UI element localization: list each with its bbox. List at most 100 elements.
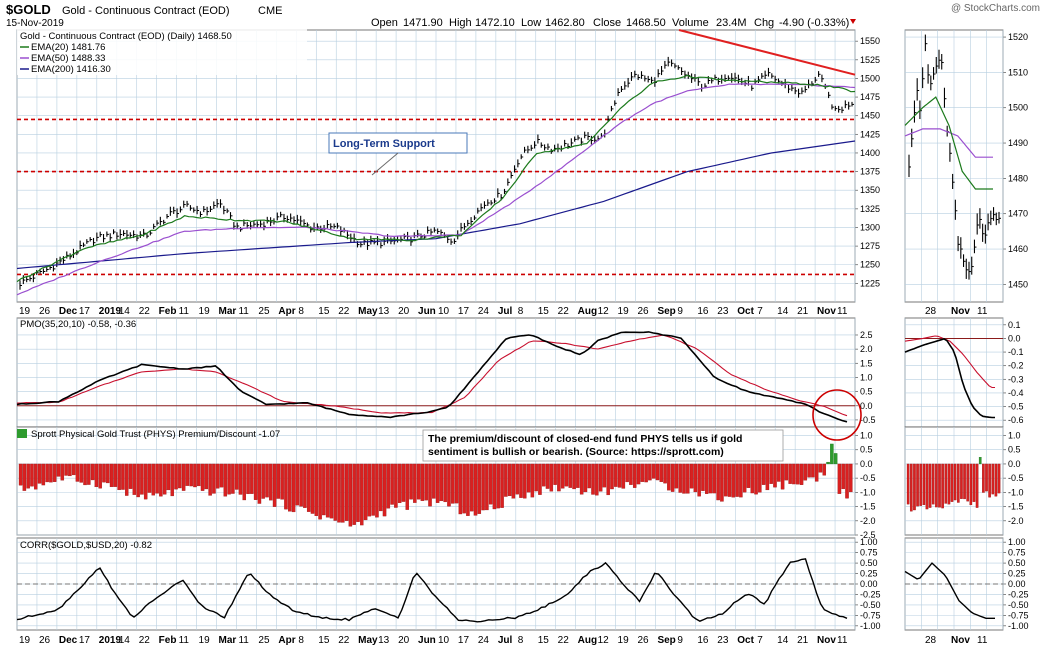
y-tick-label: -0.75 [860,610,881,620]
x-tick-label: 26 [39,306,51,317]
phys-bar [397,463,402,504]
y-tick-label: 1400 [860,148,880,158]
chart-date: 15-Nov-2019 [6,18,64,29]
y-tick-label: 1550 [860,36,880,46]
phys-bar [640,463,645,482]
phys-bar [352,463,356,525]
phys-bar [953,463,957,501]
phys-bar [746,463,751,488]
x-tick-label: 24 [478,306,490,317]
phys-bar [208,463,212,496]
phys-bar [758,463,762,493]
phys-bar [606,463,610,496]
x-tick-label: Sep [657,635,675,646]
phys-bar [595,463,599,496]
x-tick-label: 16 [697,306,709,317]
chg-value: -4.90 (-0.33%) [779,17,849,29]
phys-bar [234,463,239,490]
phys-bar [678,463,682,493]
y-tick-label: 2.5 [860,330,873,340]
phys-bar [75,463,80,482]
phys-bar [947,463,951,505]
phys-bar [560,463,565,489]
phys-bar [534,463,538,492]
phys-bar [166,463,171,491]
phys-bar [197,463,201,487]
x-tick-label: 23 [717,306,729,317]
phys-bar [754,463,758,495]
y-tick-label: 0.75 [1008,548,1026,558]
y-tick-label: 1.0 [860,372,873,382]
phys-bar [960,463,963,499]
y-tick-label: 0.0 [860,459,873,469]
phys-bar [215,463,220,489]
phys-bar [712,463,717,494]
pmo-signal-line-zoom [904,335,995,389]
ema200-legend: EMA(200) 1416.30 [31,64,111,75]
x-tick-label: 7 [757,635,763,646]
phys-bar [140,463,144,495]
y-tick-label: -0.1 [1008,347,1024,357]
phys-bar [295,463,300,506]
x-tick-label: 11 [977,306,988,317]
phys-bar [909,463,913,512]
phys-bar [553,463,557,485]
x-tick-label: 9 [677,306,683,317]
phys-bar [614,463,618,487]
x-tick-label: Nov [817,306,836,317]
phys-bar [841,463,845,490]
phys-bar [291,463,296,513]
phys-bar [394,463,398,508]
phys-bar [113,463,118,487]
phys-bar [667,463,671,491]
x-tick-label: 14 [777,306,789,317]
close-label: Close [593,17,621,29]
phys-bar [822,463,827,476]
phys-bar [966,463,970,502]
chg-label: Chg [754,17,774,29]
phys-bar [462,463,466,514]
corr-panel: -1.00-0.75-0.50-0.250.000.250.500.751.00… [16,537,1029,631]
y-tick-label: 1450 [1008,279,1028,289]
ema20-legend: EMA(20) 1481.76 [31,42,105,53]
phys-note-line1: The premium/discount of closed-end fund … [428,433,742,445]
y-tick-label: -2.0 [1008,516,1024,526]
phys-bar [982,463,985,493]
x-tick-label: Dec [59,635,78,646]
phys-bar [344,463,349,521]
phys-bar [492,463,497,510]
volume-value: 23.4M [716,17,747,29]
phys-bar [975,463,979,508]
phys-bar [473,463,478,516]
instrument-name: Gold - Continuous Contract (EOD) [62,5,230,17]
high-label: High [449,17,472,29]
x-tick-label: 20 [398,306,410,317]
phys-bar [333,463,337,521]
ema20-line [16,74,856,283]
phys-bar [803,463,808,481]
phys-bar [572,463,576,490]
pmo-crossover-highlight [812,389,862,441]
x-tick-label: Jun [418,635,436,646]
support-annotation: Long-Term Support [328,132,468,176]
x-tick-label: Nov [951,306,970,317]
phys-bar [109,463,114,488]
y-tick-label: -0.5 [860,473,876,483]
phys-bar [435,463,440,503]
phys-bar [106,463,110,484]
phys-bar [79,463,83,483]
phys-bar [916,463,919,507]
y-tick-label: 1.0 [1008,431,1021,441]
y-tick-label: 1225 [860,278,880,288]
x-tick-label: 17 [458,306,470,317]
phys-bar [341,463,345,523]
phys-bar [621,463,626,489]
phys-bar [303,463,307,508]
phys-bar [693,463,698,493]
phys-bar [356,463,360,522]
x-tick-label: 14 [777,635,789,646]
y-tick-label: 0.0 [860,401,873,411]
phys-bar [276,463,281,499]
phys-bar [447,463,451,507]
phys-bar [935,463,938,508]
